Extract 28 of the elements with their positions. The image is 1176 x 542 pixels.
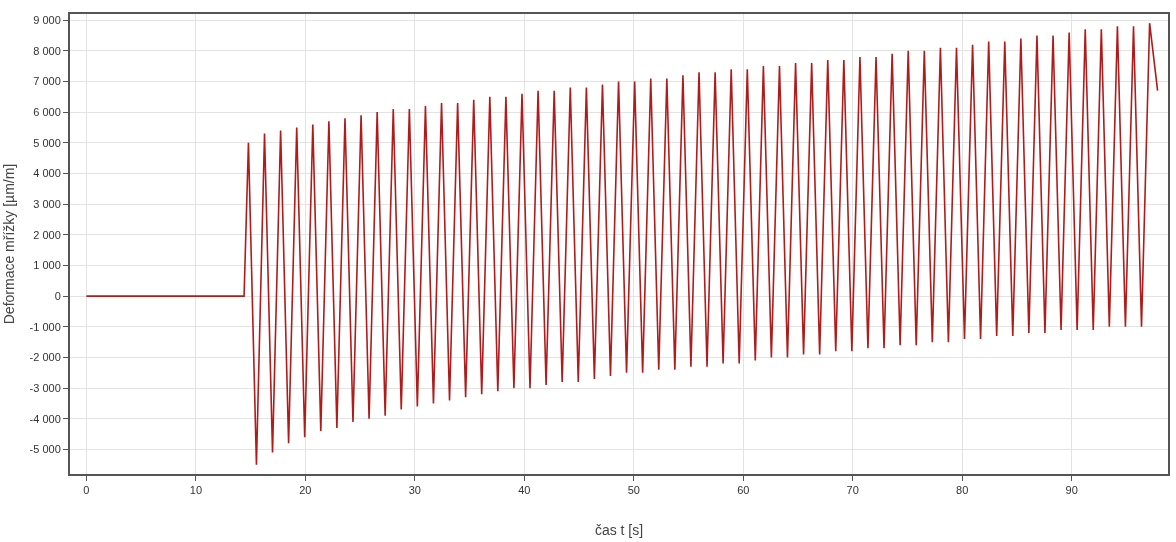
x-tick-label: 40 xyxy=(518,484,531,497)
x-tick-label: 90 xyxy=(1065,484,1078,497)
y-tick-label: 3 000 xyxy=(33,197,61,210)
y-tick-label: 7 000 xyxy=(33,75,61,88)
y-tick-label: 1 000 xyxy=(33,259,61,272)
x-tick-label: 0 xyxy=(83,484,90,497)
y-tick-label: -4 000 xyxy=(29,412,61,425)
y-tick-label: -2 000 xyxy=(29,351,61,364)
x-tick-label: 10 xyxy=(189,484,203,497)
y-axis-title: Deformace mřížky [µm/m] xyxy=(0,163,17,325)
y-tick-label: 6 000 xyxy=(33,105,61,118)
y-tick-label: 0 xyxy=(54,289,61,302)
y-tick-label: -1 000 xyxy=(29,320,61,333)
line-series xyxy=(85,22,1159,466)
y-tick-label: 8 000 xyxy=(33,44,61,57)
x-tick-label: 60 xyxy=(737,484,750,497)
y-tick-label: 2 000 xyxy=(33,228,61,241)
y-tick-label: -5 000 xyxy=(29,443,61,456)
x-tick-label: 80 xyxy=(956,484,969,497)
y-tick-label: 5 000 xyxy=(33,136,61,149)
x-tick-label: 30 xyxy=(408,484,421,497)
x-tick-label: 70 xyxy=(846,484,859,497)
y-tick-label: 9 000 xyxy=(33,13,61,26)
x-axis-title: čas t [s] xyxy=(594,522,644,538)
x-tick-label: 20 xyxy=(299,484,312,497)
y-tick-label: 4 000 xyxy=(33,167,61,180)
x-tick-label: 50 xyxy=(627,484,640,497)
y-tick-label: -3 000 xyxy=(29,381,61,394)
